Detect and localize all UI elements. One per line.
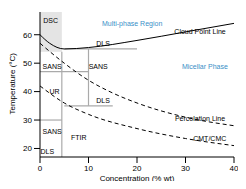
svg-text:SANS: SANS: [43, 63, 62, 70]
svg-text:Concentration (% wt): Concentration (% wt): [100, 174, 175, 181]
svg-text:Percolation Line: Percolation Line: [175, 115, 225, 122]
svg-text:UR: UR: [49, 88, 59, 95]
svg-text:Multi-phase Region: Multi-phase Region: [102, 20, 162, 28]
svg-text:30: 30: [181, 164, 190, 173]
svg-text:60: 60: [23, 31, 32, 40]
svg-text:50: 50: [23, 59, 32, 68]
svg-text:DLS: DLS: [96, 97, 110, 104]
svg-text:40: 40: [230, 164, 238, 173]
svg-text:DLS: DLS: [40, 148, 54, 155]
svg-text:30: 30: [23, 116, 32, 125]
svg-text:DLS: DLS: [96, 40, 110, 47]
svg-text:SANS: SANS: [43, 128, 62, 135]
svg-text:10: 10: [84, 164, 93, 173]
svg-text:20: 20: [133, 164, 142, 173]
svg-text:SANS: SANS: [89, 63, 108, 70]
svg-text:0: 0: [38, 164, 43, 173]
svg-text:DSC: DSC: [43, 17, 58, 24]
svg-text:Micellar Phase: Micellar Phase: [182, 63, 228, 70]
svg-text:CMT/CMC: CMT/CMC: [193, 135, 226, 142]
svg-text:Cloud Point Line: Cloud Point Line: [174, 28, 225, 35]
svg-text:FTIR: FTIR: [71, 134, 87, 141]
svg-text:Temperature (°C): Temperature (°C): [8, 53, 17, 115]
svg-text:40: 40: [23, 87, 32, 96]
svg-text:20: 20: [23, 144, 32, 153]
